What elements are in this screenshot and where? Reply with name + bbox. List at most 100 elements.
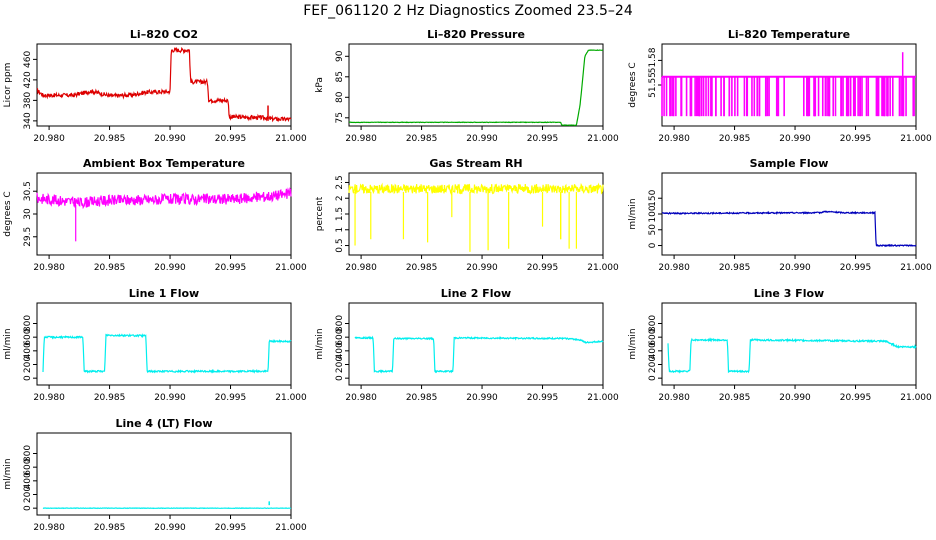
panel-8: Line 2 Flow ml/min 20.980 20.985 20.990 20.99…: [315, 287, 619, 403]
x-tick-label: 21.000: [275, 134, 307, 144]
x-tick-label: 20.980: [658, 263, 690, 273]
x-tick-label: 21.000: [275, 393, 307, 403]
panel-title: Line 3 Flow: [754, 287, 824, 300]
y-axis-label: degrees C: [628, 62, 638, 107]
plot-frame: [36, 432, 292, 516]
y-tick-label: 0: [23, 375, 33, 381]
y-tick-label: 800: [23, 315, 33, 332]
y-tick-label: 200: [23, 356, 33, 373]
x-tick-label: 20.980: [658, 134, 690, 144]
y-tick-label: 340: [23, 112, 33, 129]
y-tick-label: 600: [335, 328, 345, 345]
x-tick-label: 20.990: [466, 263, 498, 273]
plot-frame: [348, 43, 604, 127]
y-tick-label: 800: [23, 445, 33, 462]
y-tick-label: 51.58: [648, 47, 658, 73]
x-tick-label: 20.995: [215, 523, 247, 533]
y-axis-label: ml/min: [628, 198, 638, 229]
y-tick-label: 29.5: [23, 227, 33, 247]
x-tick-label: 20.995: [840, 263, 872, 273]
x-tick-label: 20.995: [215, 134, 247, 144]
x-tick-label: 20.985: [719, 134, 751, 144]
x-tick-label: 20.995: [215, 393, 247, 403]
panel-title: Gas Stream RH: [429, 157, 522, 170]
y-tick-label: 80: [335, 91, 345, 103]
panel-7: Line 1 Flow ml/min 20.980 20.985 20.990 20.99…: [3, 287, 307, 403]
y-tick-label: 1.5: [335, 207, 345, 221]
panel-title: Li–820 CO2: [130, 28, 198, 41]
plot-frame: [36, 172, 292, 256]
y-tick-label: 400: [23, 472, 33, 489]
y-tick-label: 400: [23, 342, 33, 359]
x-tick-label: 20.985: [719, 263, 751, 273]
x-tick-label: 21.000: [275, 523, 307, 533]
panel-10: Line 4 (LT) Flow ml/min 20.980 20.985 20.990…: [3, 417, 307, 533]
x-tick-label: 21.000: [587, 134, 619, 144]
y-tick-label: 1: [335, 227, 345, 233]
figure-title: FEF_061120 2 Hz Diagnostics Zoomed 23.5–…: [303, 3, 633, 19]
x-tick-label: 20.990: [154, 393, 186, 403]
y-tick-label: 600: [23, 458, 33, 475]
y-tick-label: 200: [335, 356, 345, 373]
x-tick-label: 20.980: [33, 263, 65, 273]
y-axis-label: ml/min: [3, 458, 13, 489]
panel-title: Line 4 (LT) Flow: [116, 417, 213, 430]
x-tick-label: 20.980: [345, 263, 377, 273]
x-tick-label: 20.980: [345, 134, 377, 144]
plot-frame: [36, 302, 292, 386]
y-axis-label: ml/min: [315, 328, 325, 359]
x-tick-label: 20.990: [154, 523, 186, 533]
x-tick-label: 20.990: [779, 263, 811, 273]
y-tick-label: 800: [648, 315, 658, 332]
y-axis-label: kPa: [315, 77, 325, 93]
y-tick-label: 51.55: [648, 72, 658, 98]
y-axis-label: ml/min: [3, 328, 13, 359]
y-tick-label: 0: [648, 375, 658, 381]
y-tick-label: 420: [23, 71, 33, 88]
panel-9: Line 3 Flow ml/min 20.980 20.985 20.990 20.99…: [628, 287, 932, 403]
x-tick-label: 20.985: [94, 263, 126, 273]
data-line: [348, 182, 604, 196]
panel-2: Li–820 Pressure kPa 20.980 20.985 20.990 20.9…: [315, 28, 619, 144]
y-tick-label: 75: [335, 112, 345, 123]
y-axis-label: degrees C: [3, 191, 13, 236]
y-tick-label: 2.5: [335, 175, 345, 189]
y-tick-label: 0: [648, 242, 658, 248]
x-tick-label: 20.980: [345, 393, 377, 403]
x-tick-label: 20.995: [840, 393, 872, 403]
x-tick-label: 20.995: [215, 263, 247, 273]
y-tick-label: 0.5: [335, 238, 345, 252]
y-tick-label: 90: [335, 50, 345, 62]
x-tick-label: 20.980: [33, 134, 65, 144]
y-tick-label: 85: [335, 71, 345, 82]
y-tick-label: 2: [335, 195, 345, 201]
panel-title: Line 1 Flow: [129, 287, 199, 300]
y-tick-label: 400: [335, 342, 345, 359]
x-tick-label: 20.980: [33, 393, 65, 403]
y-tick-label: 460: [23, 51, 33, 68]
x-tick-label: 20.985: [94, 393, 126, 403]
y-axis-label: ml/min: [628, 328, 638, 359]
y-tick-label: 600: [648, 328, 658, 345]
data-line: [36, 187, 292, 210]
y-tick-label: 200: [648, 356, 658, 373]
panel-title: Sample Flow: [750, 157, 829, 170]
x-tick-label: 20.985: [94, 134, 126, 144]
x-tick-label: 20.985: [406, 134, 438, 144]
x-tick-label: 20.985: [94, 523, 126, 533]
panel-title: Li–820 Pressure: [427, 28, 525, 41]
y-tick-label: 400: [648, 342, 658, 359]
x-tick-label: 20.985: [406, 263, 438, 273]
x-tick-label: 21.000: [587, 393, 619, 403]
data-line: [42, 333, 292, 374]
plot-frame: [348, 302, 604, 386]
data-line: [354, 335, 604, 374]
x-tick-label: 20.990: [466, 393, 498, 403]
x-tick-label: 20.995: [527, 393, 559, 403]
x-tick-label: 21.000: [587, 263, 619, 273]
x-tick-label: 20.990: [779, 393, 811, 403]
x-tick-label: 20.980: [658, 393, 690, 403]
x-tick-label: 20.985: [406, 393, 438, 403]
